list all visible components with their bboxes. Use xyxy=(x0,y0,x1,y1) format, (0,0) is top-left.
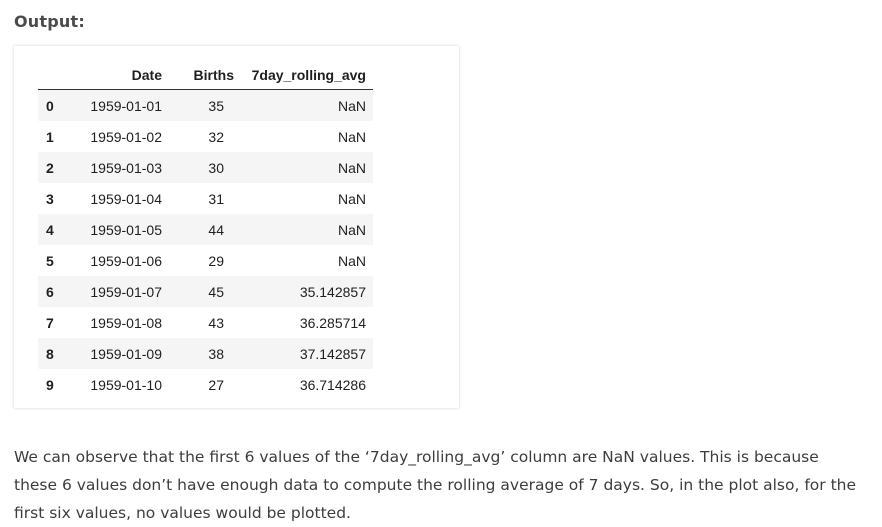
row-index: 8 xyxy=(46,345,54,362)
table-row: 3 1959-01-04 31 NaN xyxy=(38,183,373,214)
rolling-avg-cell: 36.285714 xyxy=(299,314,366,331)
date-cell: 1959-01-01 xyxy=(90,97,162,114)
births-cell: 38 xyxy=(208,345,224,362)
rolling-avg-cell: 37.142857 xyxy=(299,345,366,362)
rolling-avg-cell: NaN xyxy=(337,97,366,114)
births-cell: 35 xyxy=(208,97,224,114)
output-label: Output: xyxy=(14,12,85,31)
row-index: 2 xyxy=(46,159,54,176)
table-row: 0 1959-01-01 35 NaN xyxy=(38,89,373,121)
births-cell: 44 xyxy=(208,221,224,238)
table-row: 5 1959-01-06 29 NaN xyxy=(38,245,373,276)
paragraph-line: these 6 values don’t have enough data to… xyxy=(14,476,857,494)
dataframe-table: Date Births 7day_rolling_avg 0 1959-01-01… xyxy=(38,60,373,400)
rolling-avg-cell: NaN xyxy=(337,128,366,145)
births-cell: 43 xyxy=(208,314,224,331)
row-index: 4 xyxy=(46,221,54,238)
table-row: 7 1959-01-08 43 36.285714 xyxy=(38,307,373,338)
row-index: 5 xyxy=(46,252,54,269)
row-index: 6 xyxy=(46,283,54,300)
row-index: 9 xyxy=(46,376,54,393)
rolling-avg-cell: NaN xyxy=(337,159,366,176)
row-index: 0 xyxy=(46,97,54,114)
rolling-avg-cell: NaN xyxy=(337,190,366,207)
header-births: Births xyxy=(168,60,240,90)
table-row: 1 1959-01-02 32 NaN xyxy=(38,121,373,152)
rolling-avg-cell: NaN xyxy=(337,221,366,238)
row-index: 7 xyxy=(46,314,54,331)
births-cell: 29 xyxy=(208,252,224,269)
table-row: 2 1959-01-03 30 NaN xyxy=(38,152,373,183)
table-header: Date Births 7day_rolling_avg xyxy=(38,60,373,90)
rolling-avg-cell: 36.714286 xyxy=(299,376,366,393)
births-cell: 31 xyxy=(208,190,224,207)
date-cell: 1959-01-03 xyxy=(90,159,162,176)
header-row: Date Births 7day_rolling_avg xyxy=(38,60,373,90)
date-cell: 1959-01-04 xyxy=(90,190,162,207)
explanation-paragraph: We can observe that the first 6 values o… xyxy=(14,443,857,527)
header-rolling-avg: 7day_rolling_avg xyxy=(240,60,373,90)
births-cell: 27 xyxy=(208,376,224,393)
header-index xyxy=(38,60,68,90)
date-cell: 1959-01-02 xyxy=(90,128,162,145)
date-cell: 1959-01-09 xyxy=(90,345,162,362)
table-row: 4 1959-01-05 44 NaN xyxy=(38,214,373,245)
date-cell: 1959-01-06 xyxy=(90,252,162,269)
paragraph-line: We can observe that the first 6 values o… xyxy=(14,448,819,466)
table-body: 0 1959-01-01 35 NaN 1 1959-01-02 32 NaN 2 1959-01… xyxy=(38,89,373,400)
row-index: 1 xyxy=(46,128,54,145)
date-cell: 1959-01-10 xyxy=(90,376,162,393)
header-date: Date xyxy=(68,60,168,90)
dataframe-output: Date Births 7day_rolling_avg 0 1959-01-01… xyxy=(14,46,459,408)
births-cell: 45 xyxy=(208,283,224,300)
table-row: 9 1959-01-10 27 36.714286 xyxy=(38,369,373,400)
table-row: 8 1959-01-09 38 37.142857 xyxy=(38,338,373,369)
rolling-avg-cell: NaN xyxy=(337,252,366,269)
row-index: 3 xyxy=(46,190,54,207)
rolling-avg-cell: 35.142857 xyxy=(299,283,366,300)
births-cell: 30 xyxy=(208,159,224,176)
table-row: 6 1959-01-07 45 35.142857 xyxy=(38,276,373,307)
births-cell: 32 xyxy=(208,128,224,145)
date-cell: 1959-01-07 xyxy=(90,283,162,300)
date-cell: 1959-01-05 xyxy=(90,221,162,238)
paragraph-line: first six values, no values would be plo… xyxy=(14,504,351,522)
date-cell: 1959-01-08 xyxy=(90,314,162,331)
